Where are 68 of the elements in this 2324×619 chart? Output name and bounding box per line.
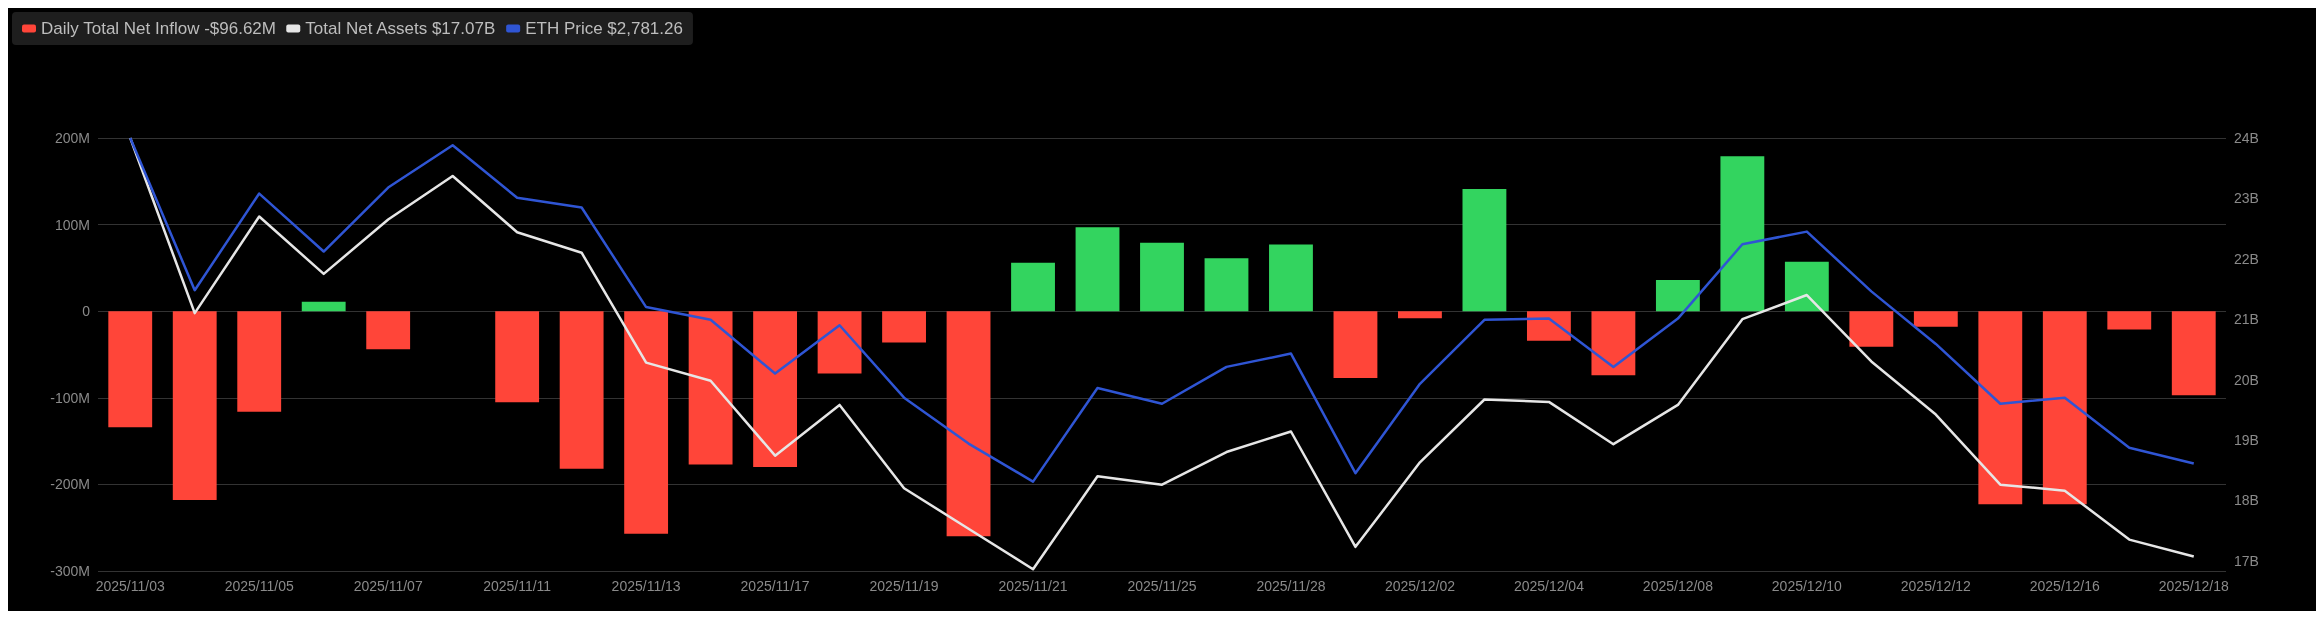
y-tick-label: -200M — [50, 476, 90, 493]
bar — [946, 311, 991, 537]
line-series — [128, 136, 2196, 571]
legend-label: Total Net Assets $17.07B — [305, 19, 496, 38]
bar — [2171, 311, 2216, 396]
bar — [366, 311, 411, 350]
x-tick-label: 2025/11/07 — [353, 578, 423, 594]
bar — [817, 311, 862, 374]
bar — [108, 311, 153, 428]
legend-label: ETH Price $2,781.26 — [525, 19, 683, 38]
x-tick-label: 2025/11/25 — [1127, 578, 1197, 594]
bar — [1204, 258, 1249, 312]
bar — [1011, 262, 1055, 312]
bar — [1913, 311, 1958, 327]
legend-label: Daily Total Net Inflow -$96.62M — [41, 19, 276, 38]
bar — [753, 311, 798, 468]
y2-tick-label: 20B — [2234, 371, 2259, 388]
bar — [1849, 311, 1894, 347]
bar — [301, 301, 346, 312]
y-tick-label: -100M — [50, 389, 90, 406]
bar — [495, 311, 540, 403]
x-tick-label: 2025/12/12 — [1900, 578, 1972, 594]
y2-tick-label: 22B — [2234, 250, 2259, 267]
bar — [1333, 311, 1378, 378]
bar — [1784, 261, 1829, 312]
x-tick-label: 2025/11/11 — [483, 578, 552, 594]
x-tick-label: 2025/11/03 — [95, 578, 165, 594]
y-tick-label: 0 — [82, 303, 91, 320]
bar — [1075, 227, 1120, 312]
bar — [1140, 242, 1184, 312]
bar — [559, 311, 604, 469]
bar — [688, 311, 733, 465]
x-tick-label: 2025/12/02 — [1384, 578, 1456, 594]
y-tick-label: 200M — [54, 130, 90, 146]
y2-tick-label: 17B — [2234, 552, 2259, 569]
x-tick-label: 2025/12/16 — [2029, 578, 2101, 594]
bar — [1269, 244, 1313, 312]
x-tick-label: 2025/11/21 — [998, 578, 1068, 594]
x-tick-label: 2025/11/19 — [869, 578, 939, 594]
bar — [1462, 189, 1507, 312]
y-tick-label: 100M — [54, 216, 90, 233]
x-tick-label: 2025/12/08 — [1642, 578, 1714, 594]
bar — [624, 311, 669, 534]
line-series — [128, 136, 2196, 483]
bar — [1720, 156, 1765, 312]
x-tick-label: 2025/12/04 — [1513, 578, 1585, 594]
x-tick-label: 2025/11/05 — [224, 578, 294, 594]
bar — [172, 311, 217, 500]
bar — [882, 311, 926, 343]
y2-tick-label: 18B — [2234, 492, 2259, 509]
x-tick-label: 2025/12/10 — [1771, 578, 1843, 594]
bar — [2042, 311, 2087, 505]
x-tick-label: 2025/11/28 — [1256, 578, 1326, 594]
bar — [1655, 280, 1700, 312]
x-tick-label: 2025/12/18 — [2158, 578, 2229, 594]
bar — [237, 311, 282, 412]
bar — [1526, 311, 1571, 341]
bar — [1398, 311, 1442, 319]
y2-tick-label: 21B — [2234, 311, 2259, 328]
y-tick-label: -300M — [50, 563, 90, 579]
y2-tick-label: 19B — [2234, 431, 2259, 448]
y2-tick-label: 24B — [2234, 130, 2259, 146]
x-tick-label: 2025/11/13 — [611, 578, 681, 594]
x-tick-label: 2025/11/17 — [740, 578, 810, 594]
y2-tick-label: 23B — [2234, 190, 2259, 207]
bar — [1978, 311, 2023, 505]
bar — [2107, 311, 2152, 330]
bar — [1591, 311, 1636, 376]
